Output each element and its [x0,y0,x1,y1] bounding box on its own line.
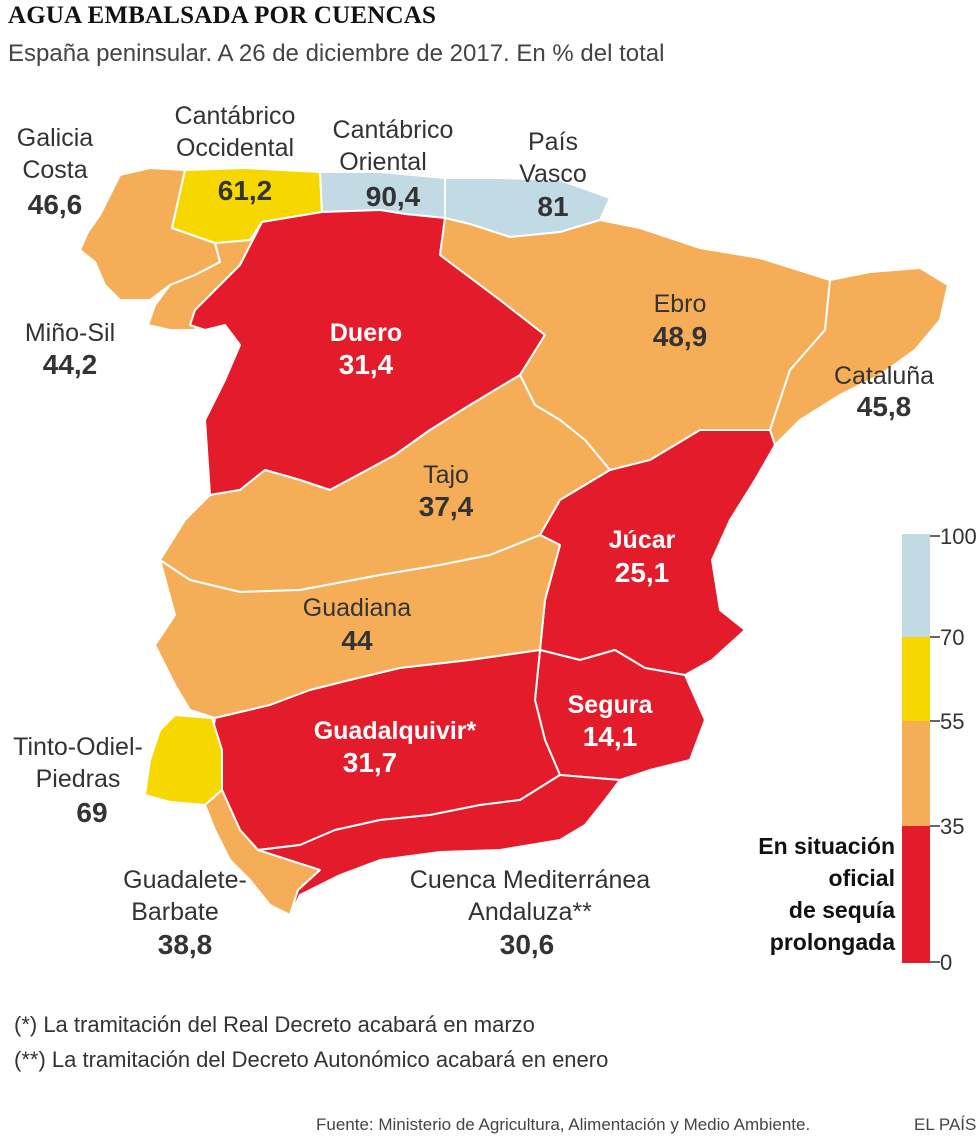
label-cataluna: Cataluña 45,8 [834,362,934,422]
source-credit: Fuente: Ministerio de Agricultura, Alime… [316,1115,811,1134]
basin-name: Costa [22,156,87,184]
legend-band-blue [902,534,930,637]
basin-value: 61,2 [218,175,273,206]
basin-name: Guadiana [303,594,412,622]
basin-value: 69 [76,797,107,828]
region-cataluna [769,267,949,446]
basin-value: 25,1 [615,557,670,588]
label-guadalquivir: Guadalquivir* 31,7 [314,717,477,778]
basin-name: Cuenca Mediterránea [410,866,651,894]
basin-value: 14,1 [583,721,638,752]
basin-name: Barbate [131,898,219,926]
basin-name: Duero [330,319,402,347]
legend-tick-label: 0 [940,950,952,975]
basin-value: 38,8 [158,929,213,960]
basin-name: Júcar [609,526,676,554]
basin-name: Andaluza** [468,898,592,926]
label-jucar: Júcar 25,1 [609,526,676,588]
basin-value: 48,9 [653,321,708,352]
basin-value: 45,8 [857,391,912,422]
basin-name: Cantábrico [333,116,454,144]
basin-name: Miño-Sil [25,319,115,347]
footnote-1: (*) La tramitación del Real Decreto acab… [14,1012,535,1037]
basin-name: Oriental [339,148,427,176]
basin-value: 90,4 [366,181,421,212]
legend-band-yellow [902,637,930,721]
basin-name: Guadalete- [123,866,247,894]
label-duero: Duero 31,4 [330,319,402,380]
drought-label-line: oficial [828,865,895,891]
region-tinto-odiel-piedras [144,714,223,806]
basin-name: Cataluña [834,362,934,390]
legend-tick-label: 100 [940,524,977,549]
basin-value: 37,4 [419,491,474,522]
legend-tick-label: 70 [940,625,964,650]
basin-value: 46,6 [28,189,83,220]
label-mino-sil: Miño-Sil 44,2 [25,319,115,380]
label-tajo: Tajo 37,4 [419,461,474,522]
legend-drought-label: En situación oficial de sequía prolongad… [700,830,895,958]
label-ebro: Ebro 48,9 [653,290,708,352]
label-tinto-odiel-piedras: Tinto-Odiel- Piedras 69 [13,733,143,828]
legend-band-orange [902,721,930,826]
basin-name: Occidental [176,134,294,162]
label-guadalete-barbate: Guadalete- Barbate 38,8 [123,866,247,960]
drought-label-line: de sequía [788,897,895,923]
label-galicia-costa: Galicia Costa 46,6 [17,124,94,220]
legend-color-scale: 100 70 55 35 0 [902,524,977,975]
chart-title: AGUA EMBALSADA POR CUENCAS [8,2,437,29]
label-cantabrico-occidental: Cantábrico Occidental 61,2 [175,102,296,206]
footnote-2: (**) La tramitación del Decreto Autonómi… [14,1047,609,1072]
basin-value: 30,6 [500,929,555,960]
legend-tick-label: 35 [940,814,964,839]
label-cantabrico-oriental: Cantábrico Oriental 90,4 [333,116,454,212]
drought-label-line: En situación [758,833,895,859]
label-pais-vasco: País Vasco 81 [519,128,587,222]
basin-name: Cantábrico [175,102,296,130]
legend-band-red [902,826,930,963]
label-guadiana: Guadiana 44 [303,594,412,656]
drought-label-line: prolongada [769,929,895,955]
brand-credit: EL PAÍS [914,1115,977,1134]
spain-basins-map: Galicia Costa 46,6 Cantábrico Occidental… [13,102,977,975]
chart-subtitle: España peninsular. A 26 de diciembre de … [8,40,665,67]
label-cuenca-mediterranea-andaluza: Cuenca Mediterránea Andaluza** 30,6 [410,866,651,960]
basin-name: Guadalquivir* [314,717,477,745]
basin-value: 44 [341,625,373,656]
basin-name: Segura [568,691,654,719]
basin-name: Ebro [654,290,707,318]
basin-name: Tajo [423,461,469,489]
label-segura: Segura 14,1 [568,691,654,752]
basin-name: Piedras [36,765,121,793]
basin-value: 81 [537,191,568,222]
basin-value: 31,4 [339,349,394,380]
basin-value: 31,7 [343,747,398,778]
basin-name: País [528,128,578,156]
basin-name: Tinto-Odiel- [13,733,143,761]
basin-name: Galicia [17,124,94,152]
region-cuenca-mediterranea-andaluza [257,774,621,916]
legend-tick-label: 55 [940,709,964,734]
basin-name: Vasco [519,160,587,188]
basin-value: 44,2 [43,349,98,380]
